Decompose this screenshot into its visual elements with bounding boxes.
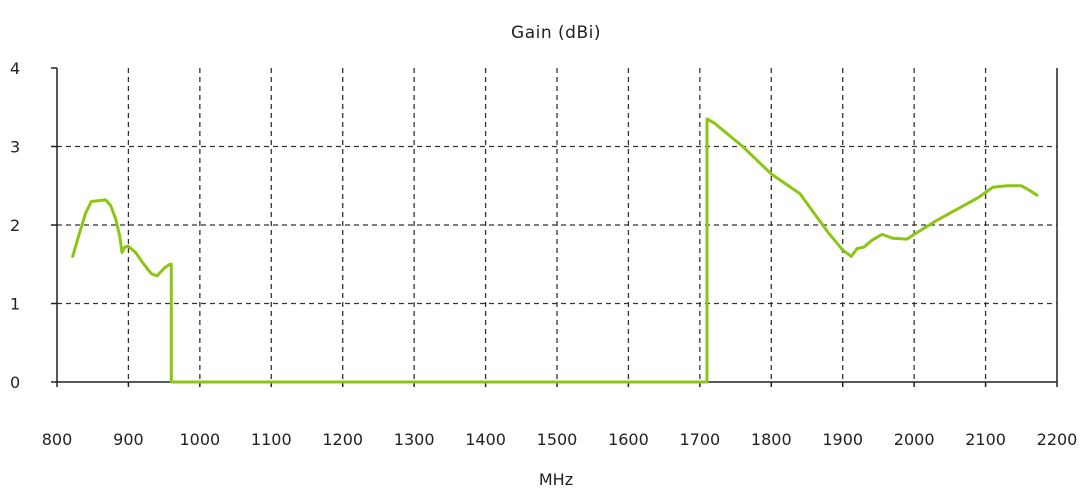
x-tick-label: 2100 xyxy=(965,430,1006,449)
gain-series-line xyxy=(71,117,1039,384)
chart-title: Gain (dBi) xyxy=(511,23,601,43)
tick-labels: 0 1 2 3 4 800 900 1000 1100 1200 1300 1400 1500 1600 1… xyxy=(10,59,1077,449)
axes xyxy=(51,67,1058,387)
x-tick-label: 1800 xyxy=(751,430,792,449)
x-tick-label: 1000 xyxy=(179,430,220,449)
x-tick-label: 1700 xyxy=(679,430,720,449)
x-tick-label: 2000 xyxy=(894,430,935,449)
y-tick-label: 2 xyxy=(10,216,20,235)
x-tick-label: 1500 xyxy=(537,430,578,449)
y-tick-label: 0 xyxy=(10,373,20,392)
x-tick-label: 900 xyxy=(113,430,144,449)
grid-lines xyxy=(57,68,1057,382)
x-tick-label: 1400 xyxy=(465,430,506,449)
x-tick-label: 800 xyxy=(42,430,73,449)
x-tick-label: 1300 xyxy=(394,430,435,449)
y-tick-label: 4 xyxy=(10,59,20,78)
x-tick-label: 1200 xyxy=(322,430,363,449)
x-axis-label: MHz xyxy=(539,470,573,489)
x-tick-label: 1100 xyxy=(251,430,292,449)
series-group xyxy=(71,117,1039,384)
y-tick-label: 3 xyxy=(10,138,20,157)
y-tick-label: 1 xyxy=(10,295,20,314)
x-tick-label: 1600 xyxy=(608,430,649,449)
x-tick-label: 1900 xyxy=(822,430,863,449)
x-tick-label: 2200 xyxy=(1037,430,1078,449)
